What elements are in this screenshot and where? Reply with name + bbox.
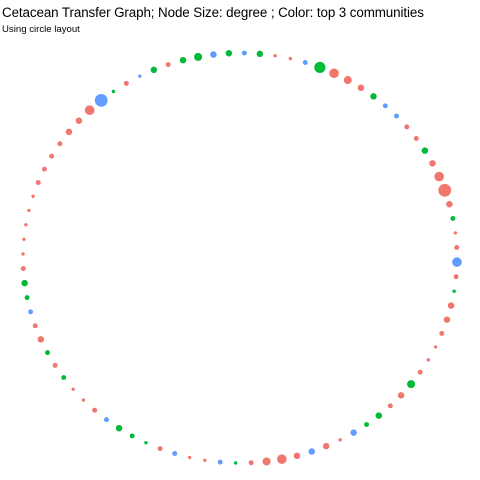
graph-node	[225, 50, 233, 57]
graph-node	[84, 105, 95, 115]
graph-node	[45, 350, 50, 356]
graph-node	[421, 147, 429, 154]
graph-node	[453, 231, 458, 235]
graph-node	[31, 194, 35, 199]
graph-node	[123, 80, 129, 86]
graph-node	[413, 135, 419, 141]
graph-node	[65, 128, 73, 136]
graph-node	[248, 460, 254, 466]
graph-node	[417, 369, 423, 375]
graph-node	[92, 407, 98, 413]
graph-node	[434, 171, 444, 182]
graph-node	[233, 461, 238, 465]
graph-node	[129, 433, 135, 439]
graph-node	[453, 274, 459, 280]
graph-node	[446, 200, 453, 208]
graph-node	[375, 412, 383, 419]
graph-node	[27, 208, 31, 213]
graph-node	[426, 358, 431, 362]
graph-node	[404, 124, 410, 130]
graph-node	[350, 429, 357, 436]
graph-node	[165, 62, 171, 67]
graph-node	[32, 323, 38, 329]
graph-node	[322, 442, 330, 450]
graph-node	[61, 375, 67, 381]
graph-node	[438, 183, 452, 197]
graph-node	[407, 380, 416, 389]
graph-node	[314, 61, 326, 73]
graph-node	[75, 117, 83, 124]
graph-node	[452, 257, 462, 267]
chart-subtitle: Using circle layout	[2, 24, 80, 35]
graph-node	[433, 345, 438, 349]
graph-node	[194, 52, 203, 61]
graph-node	[35, 180, 41, 185]
graph-node	[217, 459, 223, 465]
graph-node	[256, 50, 264, 58]
graph-node	[387, 403, 393, 409]
graph-node	[357, 84, 365, 92]
graph-node	[150, 66, 158, 74]
graph-node	[41, 166, 47, 172]
graph-node	[20, 266, 26, 271]
graph-node	[24, 295, 30, 301]
graph-node	[394, 113, 399, 119]
graph-node	[454, 245, 460, 250]
graph-node	[293, 452, 301, 460]
graph-node	[288, 56, 293, 61]
graph-node	[24, 223, 28, 227]
graph-node	[308, 448, 315, 455]
graph-node	[21, 279, 28, 287]
graph-node	[302, 60, 308, 65]
graph-node	[49, 153, 55, 159]
graph-node	[364, 422, 370, 428]
graph-node	[157, 446, 163, 452]
graph-node	[447, 302, 455, 309]
graph-node	[138, 74, 142, 78]
graph-node	[57, 141, 63, 147]
graph-node	[329, 68, 339, 79]
graph-node	[277, 454, 287, 464]
graph-node	[273, 54, 277, 58]
graph-node	[144, 441, 148, 445]
graph-node	[172, 451, 178, 456]
graph-node	[262, 457, 271, 466]
graph-node	[179, 56, 187, 64]
graph-node	[397, 392, 405, 399]
graph-node	[28, 309, 34, 315]
graph-node	[111, 89, 116, 94]
graph-node	[71, 387, 75, 391]
graph-node	[81, 398, 86, 402]
graph-node	[115, 424, 123, 432]
graph-node	[439, 331, 445, 336]
graph-node	[104, 417, 109, 423]
graph-node	[210, 51, 217, 58]
graph-node	[429, 160, 436, 167]
graph-node	[452, 289, 456, 293]
graph-node	[22, 237, 26, 241]
graph-node	[94, 94, 108, 107]
graph-node	[52, 362, 58, 368]
graph-node	[37, 336, 45, 343]
graph-node	[343, 76, 352, 85]
graph-node	[450, 215, 456, 221]
graph-node	[443, 316, 451, 323]
graph-node	[338, 438, 342, 442]
graph-node	[187, 455, 192, 460]
graph-node	[382, 103, 388, 109]
chart-title: Cetacean Transfer Graph; Node Size: degr…	[2, 5, 424, 20]
graph-node	[370, 93, 377, 100]
graph-node	[21, 252, 25, 256]
graph-node	[203, 458, 207, 462]
graph-node	[241, 50, 247, 56]
